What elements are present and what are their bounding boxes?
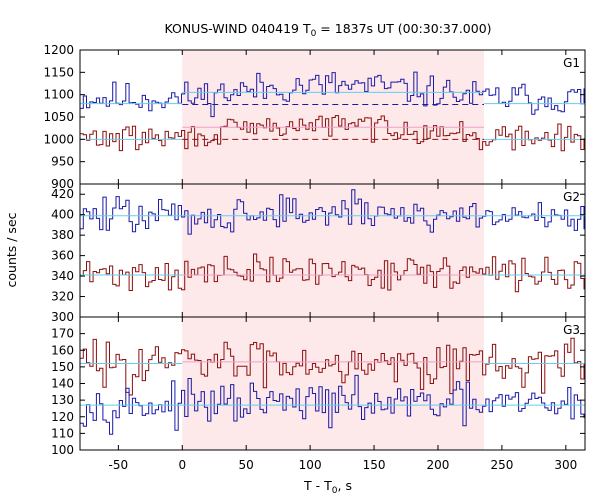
highlight-region-g2 [182,184,484,317]
y-tick-label: 1200 [43,43,74,57]
y-tick-label: 160 [51,343,74,357]
y-tick-label: 360 [51,249,74,263]
series-g2-blue [80,189,585,235]
panel-label-g2: G2 [563,190,580,204]
y-tick-label: 380 [51,228,74,242]
highlight-region-g3 [182,317,484,450]
y-tick-label: 1100 [43,88,74,102]
panel-label-g3: G3 [563,323,580,337]
x-tick-label: 250 [490,458,513,472]
x-tick-label: 150 [363,458,386,472]
y-tick-label: 300 [51,310,74,324]
panels-group: 90095010001050110011501200G1300320340360… [43,43,586,472]
y-tick-label: 120 [51,410,74,424]
x-tick-label: 300 [554,458,577,472]
series-g1-red [80,115,585,152]
series-g3-red [80,337,585,396]
x-tick-label: 50 [239,458,254,472]
y-tick-label: 900 [51,177,74,191]
y-tick-label: 130 [51,393,74,407]
y-tick-label: 140 [51,377,74,391]
series-g3-blue [80,374,585,435]
y-tick-label: 1050 [43,110,74,124]
y-tick-label: 100 [51,443,74,457]
y-tick-label: 420 [51,187,74,201]
panel-label-g1: G1 [563,56,580,70]
x-axis-label: T - T0, s [303,478,352,496]
y-tick-label: 320 [51,290,74,304]
x-tick-label: 200 [427,458,450,472]
chart-title: KONUS-WIND 040419 T0 = 1837s UT (00:30:3… [164,21,491,39]
y-tick-label: 1000 [43,132,74,146]
y-tick-label: 400 [51,208,74,222]
y-tick-label: 950 [51,155,74,169]
y-tick-label: 110 [51,426,74,440]
series-g1-blue [80,71,585,118]
y-tick-label: 150 [51,360,74,374]
y-axis-label: counts / sec [4,212,19,287]
y-tick-label: 170 [51,327,74,341]
y-tick-label: 340 [51,269,74,283]
x-tick-label: 100 [299,458,322,472]
x-tick-label: 0 [178,458,186,472]
y-tick-label: 1150 [43,65,74,79]
x-tick-label: -50 [109,458,129,472]
